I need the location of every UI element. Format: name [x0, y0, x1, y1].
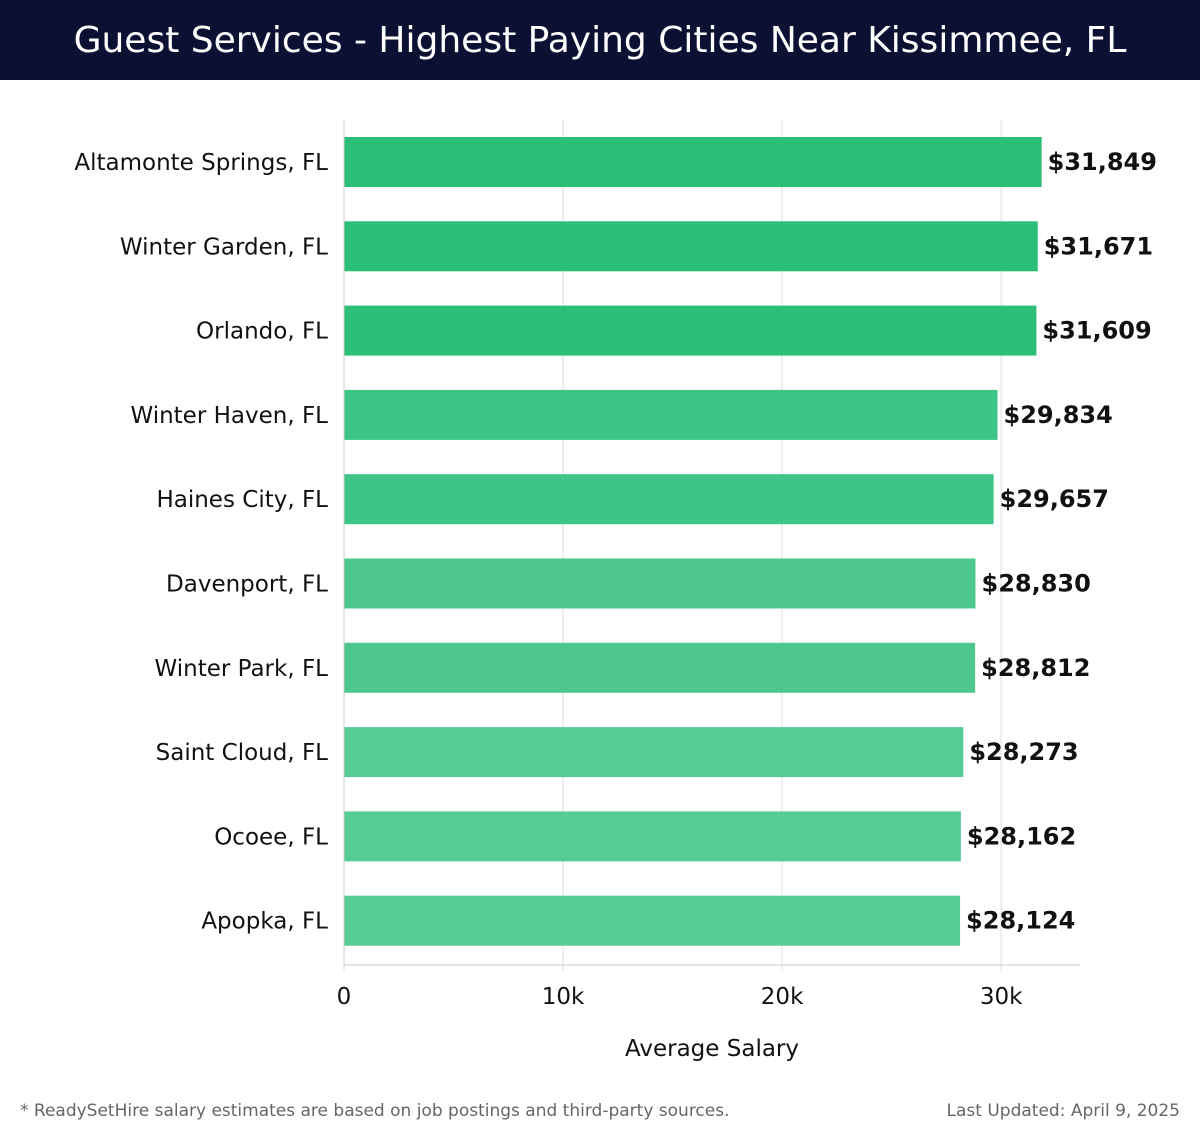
- chart-header: Guest Services - Highest Paying Cities N…: [0, 0, 1200, 80]
- x-tick-label: 10k: [542, 984, 585, 1010]
- chart-title: Guest Services - Highest Paying Cities N…: [73, 19, 1127, 61]
- footer-last-updated: Last Updated: April 9, 2025: [946, 1101, 1180, 1121]
- category-label: Ocoee, FL: [214, 824, 328, 850]
- x-tick-label: 0: [337, 984, 352, 1010]
- bar-value-label: $28,124: [966, 907, 1075, 935]
- category-label: Saint Cloud, FL: [156, 740, 329, 766]
- category-label: Winter Garden, FL: [120, 234, 328, 260]
- footer-disclaimer: * ReadySetHire salary estimates are base…: [20, 1101, 730, 1121]
- bar-value-label: $28,162: [967, 822, 1076, 850]
- bar-value-label: $31,609: [1042, 317, 1151, 345]
- bar-value-label: $28,273: [969, 738, 1078, 766]
- category-label: Winter Park, FL: [154, 656, 328, 682]
- bar-value-label: $31,671: [1044, 232, 1153, 260]
- bar-2: [344, 221, 1038, 272]
- category-label: Apopka, FL: [201, 909, 328, 935]
- bar-value-label: $29,834: [1004, 401, 1113, 429]
- bar-6: [344, 558, 976, 609]
- bar-8: [344, 727, 964, 778]
- bar-4: [344, 389, 998, 440]
- x-tick-label: 30k: [980, 984, 1023, 1010]
- category-label: Davenport, FL: [166, 572, 328, 598]
- bar-10: [344, 895, 961, 946]
- bar-1: [344, 137, 1042, 187]
- bar-3: [344, 305, 1037, 356]
- category-label: Haines City, FL: [156, 487, 328, 513]
- bar-value-label: $29,657: [1000, 485, 1109, 513]
- bar-5: [344, 474, 994, 525]
- x-axis-title: Average Salary: [625, 1036, 799, 1062]
- bar-value-label: $28,830: [982, 570, 1091, 598]
- salary-bar-chart: $31,849 Altamonte Springs, FL $31,671 Winte…: [74, 120, 1157, 1062]
- category-label: Winter Haven, FL: [130, 403, 328, 429]
- bar-value-label: $28,812: [981, 654, 1090, 682]
- category-label: Orlando, FL: [196, 319, 328, 345]
- bar-7: [344, 642, 976, 693]
- category-label: Altamonte Springs, FL: [74, 150, 328, 176]
- bar-9: [344, 811, 961, 862]
- bar-value-label: $31,849: [1048, 148, 1157, 176]
- x-tick-label: 20k: [761, 984, 804, 1010]
